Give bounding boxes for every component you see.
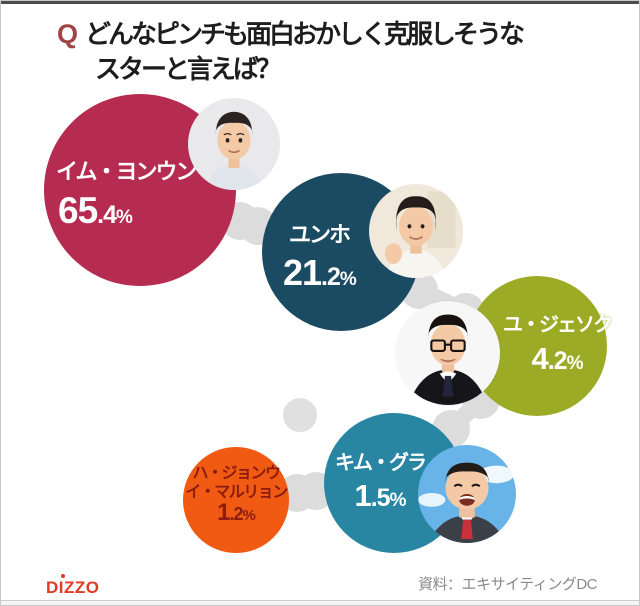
star-name: ユ・ジェソク — [503, 314, 613, 336]
decorative-white-circle — [232, 303, 296, 367]
question-line2: スターと言えば？ — [95, 54, 282, 84]
star-percent: 21.2% — [283, 252, 357, 294]
photo-kim-gu-ra — [418, 445, 516, 543]
bubble-text: イム・ヨンウン 65.4% — [56, 154, 198, 232]
photo-yoo-jae-suk — [396, 301, 500, 405]
percent-decimal: .2 — [229, 504, 244, 524]
star-name: イム・ヨンウン — [56, 159, 198, 184]
percent-sign: % — [116, 207, 133, 228]
bubble-ha-jung-woo-lee-mal-lyeon: ハ・ジョンウ イ・マルリョン 1.2% — [183, 447, 289, 553]
percent-sign: % — [242, 507, 256, 524]
question-title: どんなピンチも面白おかしく克服しそうな スターと言えば？ — [85, 17, 525, 87]
bubble-yunho: ユンホ 21.2% — [262, 173, 420, 331]
percent-decimal: .2 — [547, 347, 568, 375]
star-name: キム・グラ — [335, 452, 427, 474]
bubble-text: ユ・ジェソク 4.2% — [495, 308, 619, 377]
percent-sign: % — [566, 353, 584, 374]
star-name: ハ・ジョンウ — [192, 465, 281, 482]
source-credit: 資料：エキサイティングDC — [418, 576, 597, 593]
percent-sign: % — [389, 490, 407, 511]
percent-integer: 65 — [58, 190, 98, 231]
bubble-text: ハ・ジョンウ イ・マルリョン 1.2% — [183, 464, 289, 525]
percent-decimal: .2 — [321, 263, 341, 291]
star-percent: 4.2% — [495, 341, 619, 377]
percent-sign: % — [339, 269, 357, 290]
kim-gu-ra-avatar-icon — [418, 445, 516, 543]
percent-integer: 1 — [354, 478, 371, 513]
bottom-border-strip — [1, 600, 639, 605]
star-percent: 1.5% — [330, 478, 430, 514]
star-name: ユンホ — [289, 222, 351, 247]
photo-yunho — [369, 184, 463, 278]
bubble-lim-young-woong: イム・ヨンウン 65.4% — [44, 94, 236, 286]
bubble-text: キム・グラ 1.5% — [330, 446, 430, 514]
star-name-2: イ・マルリョン — [185, 484, 288, 501]
percent-integer: 1 — [217, 499, 230, 526]
lim-young-woong-avatar-icon — [188, 98, 280, 190]
yoo-jae-suk-avatar-icon — [396, 301, 500, 405]
yunho-avatar-icon — [369, 184, 463, 278]
dizzo-logo: DIZZO — [46, 574, 100, 598]
logo-dot-icon — [61, 574, 65, 578]
question-line1: どんなピンチも面白おかしく克服しそうな — [85, 19, 525, 49]
percent-decimal: .4 — [97, 201, 117, 229]
percent-integer: 4 — [531, 341, 548, 376]
star-percent: 1.2% — [183, 501, 289, 525]
percent-integer: 21 — [283, 252, 322, 293]
percent-decimal: .5 — [370, 484, 391, 512]
photo-lim-young-woong — [188, 98, 280, 190]
star-percent: 65.4% — [58, 190, 196, 232]
top-border-strip — [1, 1, 639, 4]
dizzo-logo-text: DIZZO — [46, 578, 100, 597]
question-icon: Q — [57, 19, 79, 49]
bubble-text: ユンホ 21.2% — [283, 217, 357, 294]
